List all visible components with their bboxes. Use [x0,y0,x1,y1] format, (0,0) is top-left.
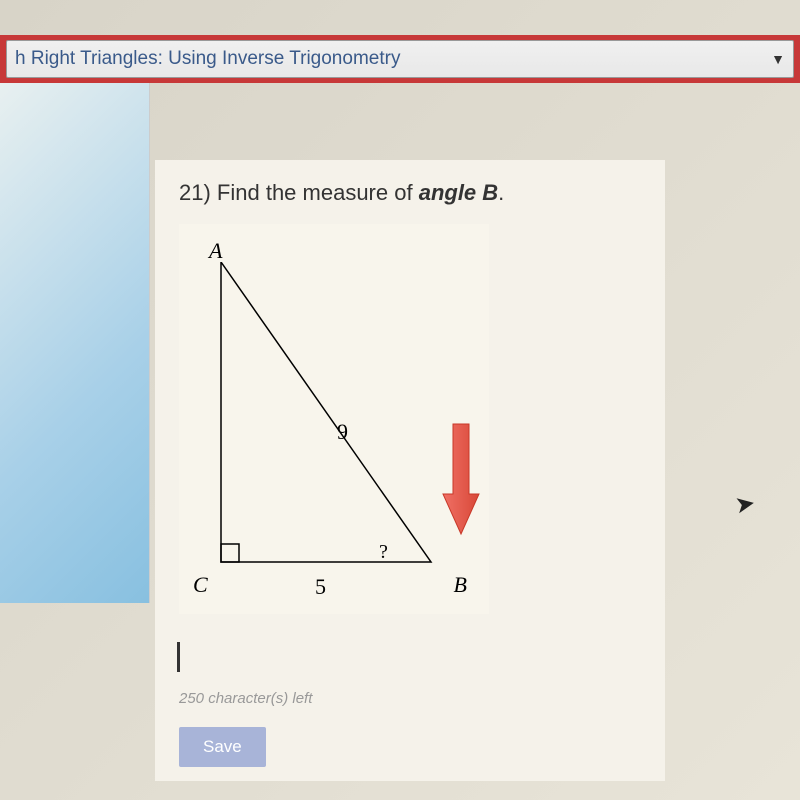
triangle-figure: A C B 9 5 ? [179,224,489,614]
question-number: 21) [179,180,211,205]
question-suffix: . [498,180,504,205]
triangle-svg [215,262,445,572]
save-button[interactable]: Save [179,727,266,767]
question-panel: 21) Find the measure of angle B. A C B 9… [155,160,665,781]
vertex-a-label: A [209,238,222,264]
topic-dropdown[interactable]: h Right Triangles: Using Inverse Trigono… [6,40,794,78]
chevron-down-icon: ▼ [771,51,785,67]
triangle-shape [221,262,431,562]
question-prefix: Find the measure of [217,180,419,205]
question-prompt: 21) Find the measure of angle B. [179,180,641,206]
pointer-arrow-icon [441,419,481,544]
vertex-b-label: B [454,572,467,598]
dropdown-label: h Right Triangles: Using Inverse Trigono… [15,48,400,70]
answer-input[interactable] [177,642,641,672]
cursor-icon: ➤ [733,488,758,520]
header-bar: h Right Triangles: Using Inverse Trigono… [0,35,800,83]
base-label: 5 [315,574,326,600]
char-count-label: 250 character(s) left [179,690,641,707]
vertex-c-label: C [193,572,208,598]
sidebar-panel [0,83,150,603]
question-bold: angle B [419,180,498,205]
right-angle-icon [221,544,239,562]
